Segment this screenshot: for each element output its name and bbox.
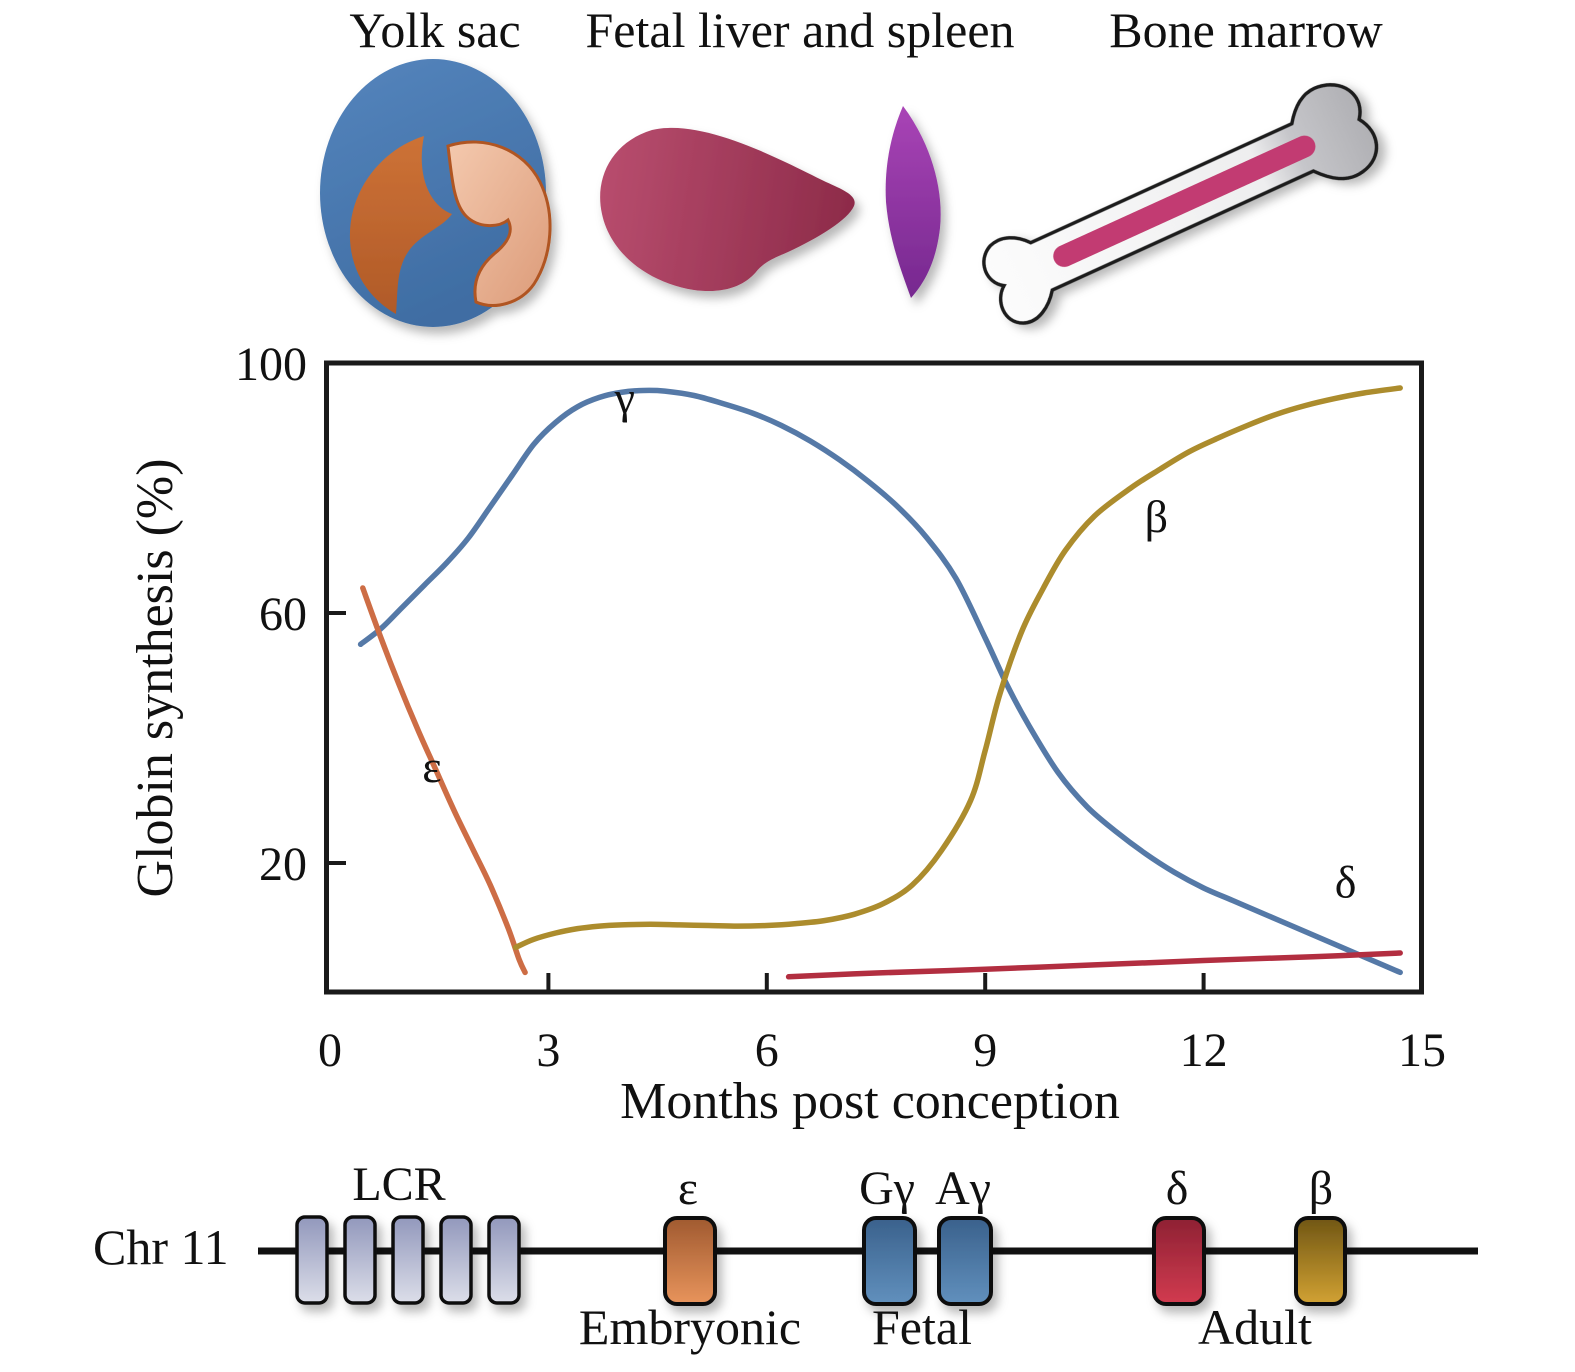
chromosome-label: Chr 11 xyxy=(93,1219,229,1275)
bone-marrow-stripe xyxy=(1053,135,1316,268)
lcr-label: LCR xyxy=(352,1158,445,1211)
gene-symbol-g-gamma: Gγ xyxy=(859,1162,915,1215)
lcr-box-5 xyxy=(487,1215,521,1305)
gene-symbol-a-gamma: Aγ xyxy=(935,1162,991,1215)
curve-label-delta: δ xyxy=(1335,856,1357,907)
y-axis-title: Globin synthesis (%) xyxy=(127,458,184,897)
yolk-sac-crescent xyxy=(349,136,452,314)
fetal-liver-spleen-title: Fetal liver and spleen xyxy=(585,2,1014,58)
lcr-box-4 xyxy=(439,1215,473,1305)
gene-box-delta xyxy=(1152,1216,1206,1306)
lcr-box-2 xyxy=(343,1215,377,1305)
chart-ticks: 0 3 6 9 12 15 100 60 20 xyxy=(235,338,1446,1077)
gene-box-a-gamma xyxy=(937,1216,993,1306)
stage-label-embryonic: Embryonic xyxy=(579,1299,801,1355)
x-tick-label-6: 6 xyxy=(755,1024,779,1077)
spleen-illustration xyxy=(885,106,941,298)
x-tick-label-0: 0 xyxy=(318,1024,342,1077)
stage-label-adult: Adult xyxy=(1198,1299,1312,1355)
gene-map: Chr 11 LCR ε Gγ Aγ δ β Embryonic Fetal A… xyxy=(93,1158,1478,1355)
stage-label-fetal: Fetal xyxy=(872,1299,972,1355)
gene-symbol-epsilon: ε xyxy=(678,1162,698,1215)
curve-gamma xyxy=(357,387,1403,976)
x-tick-label-15: 15 xyxy=(1398,1024,1446,1077)
curve-delta xyxy=(785,950,1403,980)
yolk-sac-illustration xyxy=(320,59,552,327)
lcr-box-3 xyxy=(391,1215,425,1305)
y-tick-label-60: 60 xyxy=(259,588,307,641)
gene-box-beta xyxy=(1294,1216,1347,1306)
x-tick-label-3: 3 xyxy=(536,1024,560,1077)
lcr-boxes xyxy=(295,1215,521,1305)
chart-curves: γ ε β δ xyxy=(357,372,1403,980)
gene-box-g-gamma xyxy=(862,1216,917,1306)
chart-plot-border xyxy=(324,360,1424,995)
x-tick-label-9: 9 xyxy=(973,1024,997,1077)
yolk-sac-inner-shape xyxy=(446,140,552,307)
y-tick-label-100: 100 xyxy=(235,338,307,391)
curve-label-epsilon: ε xyxy=(422,741,441,792)
bone-illustration xyxy=(982,83,1379,325)
gene-symbol-delta: δ xyxy=(1166,1162,1189,1215)
yolk-sac-title: Yolk sac xyxy=(349,2,520,58)
curve-epsilon xyxy=(360,585,528,976)
bone-marrow-title: Bone marrow xyxy=(1109,2,1383,58)
curve-label-gamma: γ xyxy=(614,372,635,423)
liver-illustration xyxy=(600,127,855,292)
curve-label-beta: β xyxy=(1145,491,1168,542)
x-axis-title: Months post conception xyxy=(620,1073,1120,1130)
gene-box-epsilon xyxy=(663,1216,717,1306)
curve-beta xyxy=(512,385,1403,951)
x-tick-label-12: 12 xyxy=(1180,1024,1228,1077)
lcr-box-1 xyxy=(295,1215,329,1305)
y-tick-label-20: 20 xyxy=(259,838,307,891)
chart: Globin synthesis (%) Months post concept… xyxy=(127,338,1446,1130)
gene-symbol-beta: β xyxy=(1309,1162,1333,1215)
